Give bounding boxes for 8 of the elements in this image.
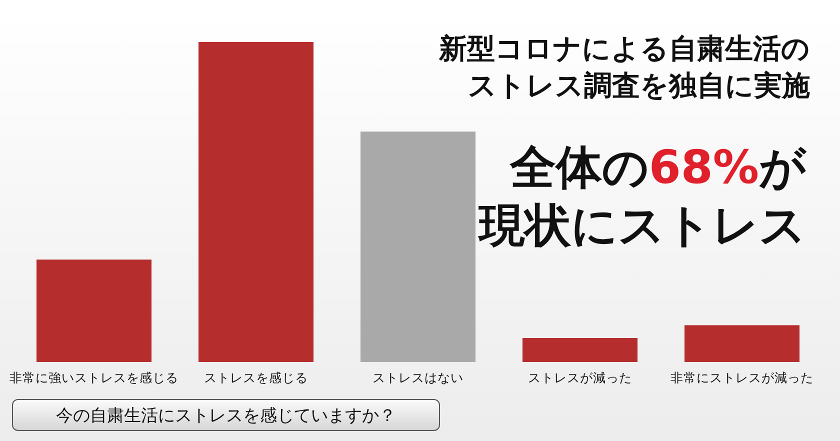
x-tick-label: ストレスを感じる xyxy=(204,370,308,385)
text: 全体の68%が現状にストレス xyxy=(479,140,806,252)
x-tick-label: ストレスはない xyxy=(372,370,464,385)
x-tick-label: ストレスが減った xyxy=(528,370,632,385)
chart-title: 新型コロナによる自粛生活のストレス調査を独自に実施 xyxy=(438,31,810,104)
x-tick-label: 非常に強いストレスを感じる xyxy=(10,370,178,385)
text: 今の自粛生活にストレスを感じていますか？ xyxy=(12,399,440,431)
x-tick-label: 非常にストレスが減った xyxy=(670,370,814,385)
